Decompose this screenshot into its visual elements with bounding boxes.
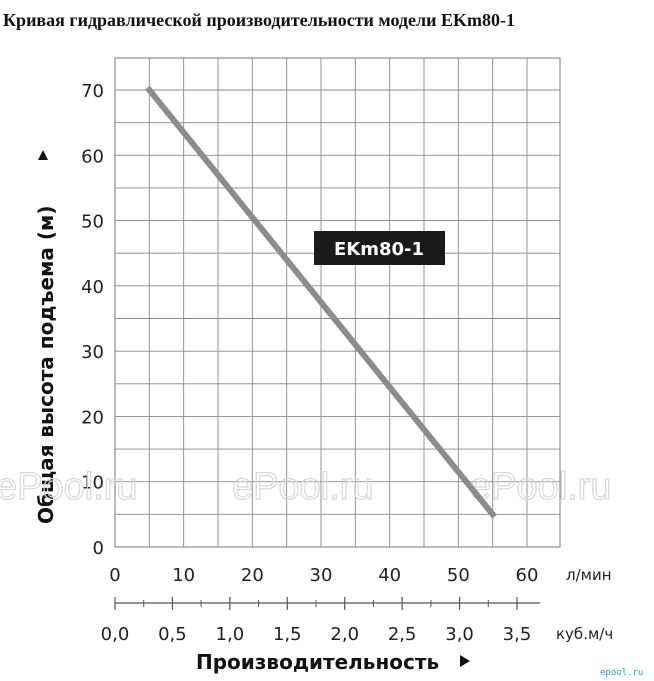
y-tick-labels: 0 10 20 30 40 50 60 70	[81, 81, 104, 559]
y-tick-label: 40	[81, 277, 104, 298]
y-tick-label: 70	[81, 81, 104, 102]
x2-tick-label: 0,0	[101, 624, 130, 645]
x-tick-label: 60	[516, 565, 539, 586]
watermark: ePool.ru	[470, 466, 612, 508]
x-axis-arrow-icon	[460, 655, 470, 667]
series-layer	[145, 85, 497, 519]
series-line	[145, 85, 497, 519]
x-tick-label: 0	[109, 565, 120, 586]
x2-tick-label: 1,0	[216, 624, 245, 645]
series-label: EKm80-1	[334, 239, 424, 260]
y-tick-label: 60	[81, 146, 104, 167]
epool-logo: epool.ru	[600, 668, 643, 678]
y-axis-title: Общая высота подъема (м)	[34, 205, 58, 524]
y-tick-label: 20	[81, 407, 104, 428]
x2-tick-label: 2,5	[388, 624, 417, 645]
x2-tick-labels: 0,0 0,5 1,0 1,5 2,0 2,5 3,0 3,5	[101, 597, 532, 645]
watermark: ePool.ru	[232, 466, 374, 508]
y-tick-label: 10	[81, 473, 104, 494]
x2-tick-label: 3,0	[445, 624, 474, 645]
x-tick-labels: 0 10 20 30 40 50 60	[109, 565, 538, 586]
x2-tick-label: 0,5	[158, 624, 187, 645]
x-axis-title: Производительность	[196, 650, 439, 674]
y-tick-label: 50	[81, 212, 104, 233]
x2-tick-label: 1,5	[273, 624, 302, 645]
x-tick-label: 30	[310, 565, 333, 586]
plot-frame	[114, 57, 561, 548]
series-label-box	[314, 231, 445, 265]
watermark: ePool.ru	[0, 466, 138, 508]
chart-title: Кривая гидравлической производительности…	[3, 10, 515, 30]
grid	[114, 57, 561, 548]
x2-tick-label: 2,0	[330, 624, 359, 645]
y-tick-label: 0	[93, 538, 104, 559]
y-axis-arrow-icon	[38, 150, 48, 160]
x2-unit-label: куб.м/ч	[556, 625, 613, 643]
x-tick-label: 50	[447, 565, 470, 586]
x-tick-label: 20	[241, 565, 264, 586]
x-tick-label: 10	[172, 565, 195, 586]
x-tick-label: 40	[378, 565, 401, 586]
x-unit-label: л/мин	[566, 566, 612, 584]
x2-tick-label: 3,5	[503, 624, 532, 645]
y-tick-label: 30	[81, 342, 104, 363]
